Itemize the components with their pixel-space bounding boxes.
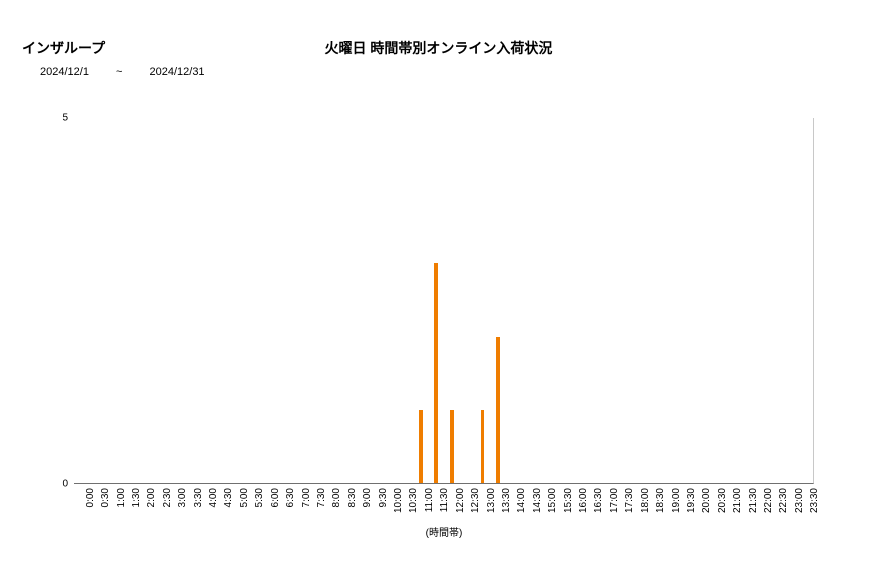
chart-x-tick-label: 17:30 — [624, 488, 635, 513]
chart-x-tick-label: 17:00 — [609, 488, 620, 513]
chart-y-tick-label: 0 — [62, 479, 68, 490]
chart-x-tick-label: 9:00 — [362, 488, 373, 507]
chart-x-tick-label: 15:00 — [547, 488, 558, 513]
chart-x-tick-label: 13:30 — [501, 488, 512, 513]
chart-bars-layer — [74, 118, 813, 483]
chart-x-tick-label: 18:00 — [640, 488, 651, 513]
chart-x-tick-label: 1:30 — [131, 488, 142, 507]
chart-x-tick-label: 23:00 — [794, 488, 805, 513]
chart-bar — [419, 410, 423, 483]
chart-x-tick-label: 11:00 — [424, 488, 435, 512]
chart-x-tick-label: 22:30 — [778, 488, 789, 513]
chart-x-tick-label: 1:00 — [116, 488, 127, 507]
chart-x-tick-label: 4:30 — [223, 488, 234, 507]
chart-x-tick-label: 12:30 — [470, 488, 481, 513]
chart-x-tick-label: 14:00 — [516, 488, 527, 513]
chart-x-tick-label: 2:30 — [162, 488, 173, 507]
chart-x-tick-label: 6:00 — [270, 488, 281, 507]
chart-x-tick-label: 5:00 — [239, 488, 250, 507]
chart-plot-area: 05 — [74, 118, 814, 484]
chart-x-tick-label: 21:30 — [748, 488, 759, 513]
date-range: 2024/12/1 ~ 2024/12/31 — [40, 66, 229, 78]
chart-x-tick-label: 13:00 — [486, 488, 497, 513]
chart-x-tick-label: 10:30 — [408, 488, 419, 513]
chart-x-tick-label: 7:00 — [301, 488, 312, 507]
chart-x-tick-label: 20:30 — [717, 488, 728, 513]
chart-x-tick-label: 15:30 — [563, 488, 574, 513]
chart-x-tick-label: 3:00 — [177, 488, 188, 507]
chart-x-tick-label: 4:00 — [208, 488, 219, 507]
chart-x-tick-label: 19:30 — [686, 488, 697, 513]
chart-x-tick-label: 0:30 — [100, 488, 111, 507]
page-root: インザループ 火曜日 時間帯別オンライン入荷状況 2024/12/1 ~ 202… — [0, 0, 877, 578]
chart-x-tick-label: 6:30 — [285, 488, 296, 507]
chart-bar — [481, 410, 485, 483]
chart-x-tick-label: 20:00 — [701, 488, 712, 513]
chart-x-tick-label: 5:30 — [254, 488, 265, 507]
chart-x-tick-label: 2:00 — [146, 488, 157, 507]
chart-x-tick-label: 16:00 — [578, 488, 589, 513]
chart-x-tick-label: 7:30 — [316, 488, 327, 507]
chart-x-tick-label: 10:00 — [393, 488, 404, 513]
date-from: 2024/12/1 — [40, 66, 89, 78]
chart-x-tick-label: 21:00 — [732, 488, 743, 513]
chart-x-tick-label: 3:30 — [193, 488, 204, 507]
page-title: 火曜日 時間帯別オンライン入荷状況 — [0, 38, 877, 58]
chart-x-tick-label: 16:30 — [593, 488, 604, 513]
chart-x-tick-label: 8:00 — [331, 488, 342, 507]
chart-x-tick-label: 12:00 — [455, 488, 466, 513]
chart-x-tick-label: 9:30 — [378, 488, 389, 507]
chart-x-axis-title: (時間帯) — [74, 524, 814, 539]
chart-x-tick-label: 19:00 — [671, 488, 682, 513]
chart-x-tick-label: 11:30 — [439, 488, 450, 512]
date-to: 2024/12/31 — [150, 66, 205, 78]
chart-x-tick-label: 22:00 — [763, 488, 774, 513]
chart-x-tick-label: 23:30 — [809, 488, 820, 513]
chart-x-labels: 0:00 0:30 1:00 1:30 2:00 2:30 3:00 3:30 4:00 4:30… — [74, 488, 814, 548]
chart-x-tick-label: 18:30 — [655, 488, 666, 513]
chart-bar — [434, 263, 438, 483]
chart-x-tick-label: 0:00 — [85, 488, 96, 507]
chart-bar — [496, 337, 500, 483]
chart-x-tick-label: 8:30 — [347, 488, 358, 507]
chart-bar — [450, 410, 454, 483]
chart-x-tick-label: 14:30 — [532, 488, 543, 513]
chart-y-tick-label: 5 — [62, 113, 68, 124]
date-separator: ~ — [116, 66, 122, 78]
